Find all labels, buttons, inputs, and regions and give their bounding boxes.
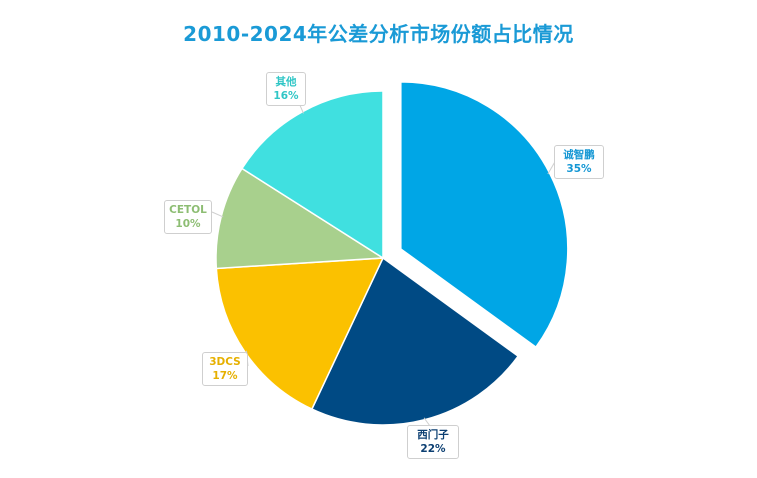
pie-slice-3dcs: [215, 257, 385, 411]
slice-label-cetol: CETOL 10%: [164, 200, 212, 234]
leader-line-cetol: [211, 211, 224, 218]
slice-label-other: 其他 16%: [266, 72, 306, 106]
pie-slices: [215, 81, 569, 426]
slice-percent: 35%: [566, 163, 592, 175]
slice-label-chengzhipeng: 诚智鹏 35%: [554, 145, 604, 179]
pie-slice-chengzhipeng: [400, 81, 569, 349]
chart-title: 2010-2024年公差分析市场份额占比情况: [183, 22, 574, 46]
slice-name: 诚智鹏: [563, 149, 595, 161]
slice-percent: 22%: [420, 443, 446, 455]
slice-name: CETOL: [169, 204, 207, 216]
leader-line-siemens: [423, 417, 431, 427]
slice-percent: 16%: [273, 90, 299, 102]
slice-label-3dcs: 3DCS 17%: [202, 352, 248, 386]
slice-name: 西门子: [417, 429, 449, 441]
slice-name: 其他: [275, 76, 297, 88]
slice-name: 3DCS: [209, 356, 241, 368]
slice-percent: 17%: [212, 370, 238, 382]
slice-label-siemens: 西门子 22%: [407, 425, 459, 459]
slice-percent: 10%: [175, 218, 201, 230]
